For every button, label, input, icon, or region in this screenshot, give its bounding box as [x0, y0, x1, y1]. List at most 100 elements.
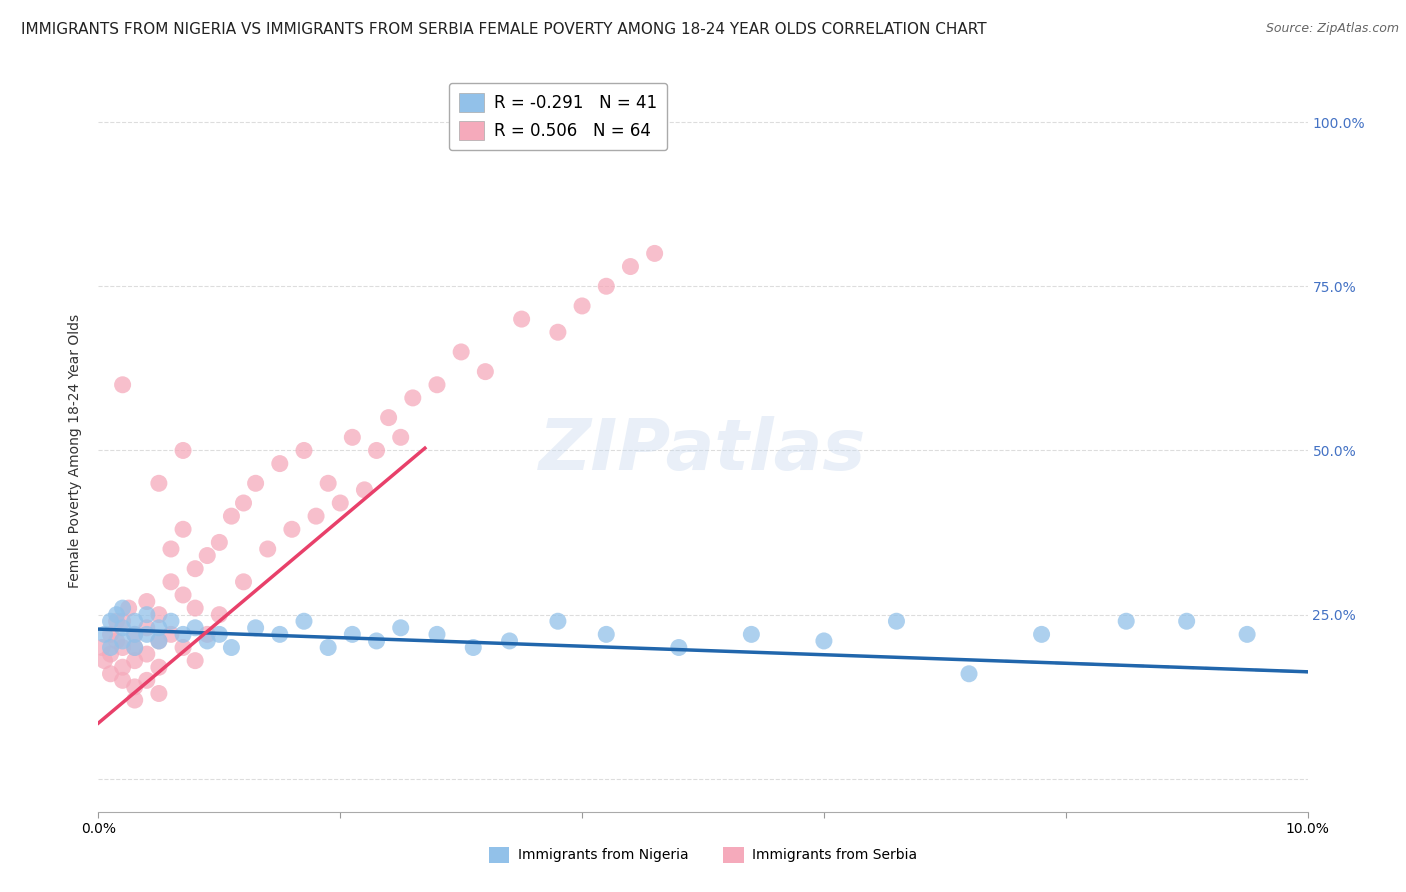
- Point: [1175, 614, 1198, 628]
- Point: [886, 614, 908, 628]
- Point: [124, 627, 146, 641]
- Point: [389, 621, 412, 635]
- Point: [547, 325, 569, 339]
- Point: [124, 680, 146, 694]
- Point: [426, 377, 449, 392]
- Point: [148, 634, 170, 648]
- Point: [100, 614, 122, 628]
- Point: [232, 574, 254, 589]
- Point: [426, 627, 449, 641]
- Point: [668, 640, 690, 655]
- Point: [305, 509, 328, 524]
- Point: [111, 634, 134, 648]
- Point: [595, 279, 617, 293]
- Point: [135, 607, 157, 622]
- Point: [100, 666, 122, 681]
- Text: Source: ZipAtlas.com: Source: ZipAtlas.com: [1265, 22, 1399, 36]
- Point: [316, 476, 339, 491]
- Point: [160, 614, 183, 628]
- Point: [498, 634, 520, 648]
- Point: [111, 660, 134, 674]
- Point: [195, 627, 218, 641]
- Point: [389, 430, 412, 444]
- Point: [111, 614, 134, 628]
- Point: [245, 621, 267, 635]
- Point: [135, 673, 157, 688]
- Point: [135, 594, 157, 608]
- Point: [208, 627, 231, 641]
- Point: [111, 601, 134, 615]
- Point: [1115, 614, 1137, 628]
- Point: [571, 299, 593, 313]
- Point: [644, 246, 666, 260]
- Point: [100, 627, 122, 641]
- Point: [135, 647, 157, 661]
- Point: [1031, 627, 1053, 641]
- Point: [619, 260, 641, 274]
- Point: [111, 377, 134, 392]
- Y-axis label: Female Poverty Among 18-24 Year Olds: Female Poverty Among 18-24 Year Olds: [69, 313, 83, 588]
- Point: [269, 457, 291, 471]
- Legend: Immigrants from Nigeria, Immigrants from Serbia: Immigrants from Nigeria, Immigrants from…: [482, 840, 924, 870]
- Point: [292, 443, 315, 458]
- Point: [160, 574, 183, 589]
- Point: [111, 640, 134, 655]
- Point: [450, 345, 472, 359]
- Point: [463, 640, 485, 655]
- Point: [100, 640, 122, 655]
- Point: [105, 614, 128, 628]
- Point: [184, 601, 207, 615]
- Point: [316, 640, 339, 655]
- Point: [184, 621, 207, 635]
- Point: [124, 654, 146, 668]
- Text: IMMIGRANTS FROM NIGERIA VS IMMIGRANTS FROM SERBIA FEMALE POVERTY AMONG 18-24 YEA: IMMIGRANTS FROM NIGERIA VS IMMIGRANTS FR…: [21, 22, 987, 37]
- Point: [245, 476, 267, 491]
- Point: [208, 535, 231, 549]
- Point: [184, 562, 207, 576]
- Point: [1236, 627, 1258, 641]
- Point: [124, 627, 146, 641]
- Point: [256, 541, 278, 556]
- Point: [366, 634, 388, 648]
- Point: [402, 391, 425, 405]
- Point: [172, 522, 194, 536]
- Point: [93, 654, 115, 668]
- Point: [740, 627, 762, 641]
- Point: [172, 627, 194, 641]
- Point: [342, 430, 364, 444]
- Point: [124, 693, 146, 707]
- Point: [208, 607, 231, 622]
- Point: [172, 443, 194, 458]
- Point: [957, 666, 980, 681]
- Point: [366, 443, 388, 458]
- Point: [111, 621, 134, 635]
- Point: [813, 634, 835, 648]
- Point: [281, 522, 304, 536]
- Point: [195, 549, 218, 563]
- Point: [91, 640, 114, 655]
- Point: [93, 627, 115, 641]
- Point: [172, 588, 194, 602]
- Point: [547, 614, 569, 628]
- Point: [111, 673, 134, 688]
- Text: ZIPatlas: ZIPatlas: [540, 416, 866, 485]
- Point: [118, 601, 141, 615]
- Point: [232, 496, 254, 510]
- Point: [269, 627, 291, 641]
- Point: [160, 627, 183, 641]
- Point: [221, 509, 243, 524]
- Point: [195, 634, 218, 648]
- Point: [184, 654, 207, 668]
- Point: [148, 476, 170, 491]
- Point: [124, 640, 146, 655]
- Point: [148, 660, 170, 674]
- Point: [105, 607, 128, 622]
- Point: [172, 640, 194, 655]
- Point: [510, 312, 533, 326]
- Point: [474, 365, 496, 379]
- Point: [100, 647, 122, 661]
- Point: [292, 614, 315, 628]
- Point: [595, 627, 617, 641]
- Point: [148, 607, 170, 622]
- Point: [148, 686, 170, 700]
